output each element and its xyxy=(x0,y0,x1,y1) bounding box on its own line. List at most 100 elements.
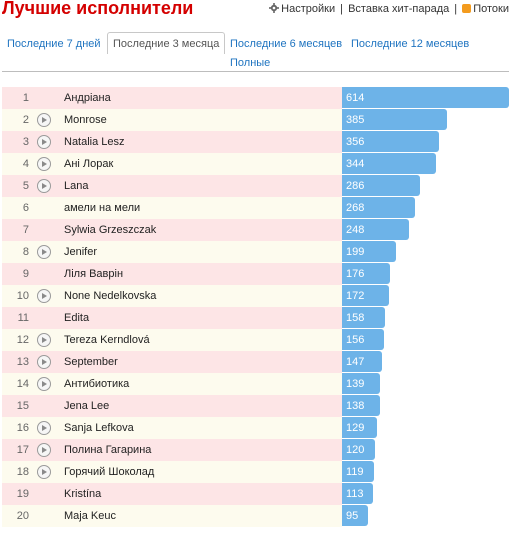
playcount-bar xyxy=(342,351,382,372)
artist-name-link[interactable]: Natalia Lesz xyxy=(58,131,342,153)
artist-name-link[interactable]: Ліля Ваврін xyxy=(58,263,342,285)
rank-number: 17 xyxy=(2,439,32,461)
bar-cell: 95 xyxy=(342,505,509,527)
play-icon[interactable] xyxy=(37,355,51,369)
bar-cell: 120 xyxy=(342,439,509,461)
rank-number: 5 xyxy=(2,175,32,197)
play-icon[interactable] xyxy=(37,135,51,149)
tab-last-7-days[interactable]: Последние 7 дней xyxy=(7,38,101,50)
play-icon[interactable] xyxy=(37,289,51,303)
bar-cell: 199 xyxy=(342,241,509,263)
embed-chart-link[interactable]: Вставка хит-парада xyxy=(348,3,450,15)
rank-number: 10 xyxy=(2,285,32,307)
play-icon[interactable] xyxy=(37,179,51,193)
playcount-bar xyxy=(342,505,368,526)
play-icon[interactable] xyxy=(37,245,51,259)
rank-number: 3 xyxy=(2,131,32,153)
chart-row: 14 Антибиотика 139 xyxy=(2,373,509,395)
artist-name-link[interactable]: Sanja Lefkova xyxy=(58,417,342,439)
play-icon[interactable] xyxy=(37,377,51,391)
bar-cell: 356 xyxy=(342,131,509,153)
play-icon[interactable] xyxy=(37,157,51,171)
bar-cell: 286 xyxy=(342,175,509,197)
bar-cell: 156 xyxy=(342,329,509,351)
playcount-label: 268 xyxy=(346,202,365,214)
playcount-label: 129 xyxy=(346,422,365,434)
artist-name-link[interactable]: Maja Keuc xyxy=(58,505,342,527)
chart-row: 19 Kristína 113 xyxy=(2,483,509,505)
artist-name-link[interactable]: None Nedelkovska xyxy=(58,285,342,307)
artist-name-link[interactable]: Антибиотика xyxy=(58,373,342,395)
artist-name-link[interactable]: Kristína xyxy=(58,483,342,505)
playcount-label: 156 xyxy=(346,334,365,346)
artist-name-link[interactable]: Полина Гагарина xyxy=(58,439,342,461)
artist-name-link[interactable]: Sylwia Grzeszczak xyxy=(58,219,342,241)
artist-name-link[interactable]: Jenifer xyxy=(58,241,342,263)
playcount-label: 385 xyxy=(346,114,365,126)
play-icon[interactable] xyxy=(37,113,51,127)
tabs-divider xyxy=(2,71,509,72)
playcount-label: 172 xyxy=(346,290,365,302)
tab-overall[interactable]: Полные xyxy=(230,57,271,69)
rank-number: 15 xyxy=(2,395,32,417)
playcount-bar xyxy=(342,131,439,152)
playcount-bar xyxy=(342,263,390,284)
rank-number: 19 xyxy=(2,483,32,505)
chart-row: 18 Горячий Шоколад 119 xyxy=(2,461,509,483)
artist-name-link[interactable]: Monrose xyxy=(58,109,342,131)
play-cell xyxy=(32,307,58,329)
artist-name-link[interactable]: Горячий Шоколад xyxy=(58,461,342,483)
artist-name-link[interactable]: Ані Лорак xyxy=(58,153,342,175)
chart-row: 20 Maja Keuc 95 xyxy=(2,505,509,527)
artist-name-link[interactable]: Андріана xyxy=(58,87,342,109)
rank-number: 18 xyxy=(2,461,32,483)
bar-cell: 129 xyxy=(342,417,509,439)
playcount-bar xyxy=(342,285,389,306)
playcount-label: 356 xyxy=(346,136,365,148)
rank-number: 2 xyxy=(2,109,32,131)
gear-icon xyxy=(269,3,280,13)
playcount-label: 344 xyxy=(346,158,365,170)
tab-last-12-months[interactable]: Последние 12 месяцев xyxy=(351,38,470,50)
playcount-label: 139 xyxy=(346,378,365,390)
tab-last-6-months[interactable]: Последние 6 месяцев xyxy=(230,38,343,50)
feeds-link[interactable]: Потоки xyxy=(473,3,509,15)
separator: | xyxy=(340,3,344,15)
playcount-bar xyxy=(342,417,377,438)
chart-row: 1 Андріана 614 xyxy=(2,87,509,109)
artist-name-link[interactable]: September xyxy=(58,351,342,373)
play-cell xyxy=(32,505,58,527)
chart-row: 10 None Nedelkovska 172 xyxy=(2,285,509,307)
artist-name-link[interactable]: Lana xyxy=(58,175,342,197)
rank-number: 9 xyxy=(2,263,32,285)
artist-name-link[interactable]: Edita xyxy=(58,307,342,329)
tab-last-3-months[interactable]: Последние 3 месяца xyxy=(107,32,226,54)
play-icon[interactable] xyxy=(37,465,51,479)
playcount-bar xyxy=(342,153,436,174)
playcount-label: 199 xyxy=(346,246,365,258)
artist-name-link[interactable]: Tereza Kerndlová xyxy=(58,329,342,351)
play-cell xyxy=(32,197,58,219)
playcount-bar xyxy=(342,219,409,240)
bar-cell: 158 xyxy=(342,307,509,329)
rank-number: 16 xyxy=(2,417,32,439)
artist-name-link[interactable]: амели на мели xyxy=(58,197,342,219)
chart-row: 12 Tereza Kerndlová 156 xyxy=(2,329,509,351)
playcount-label: 95 xyxy=(346,510,359,522)
rss-icon xyxy=(462,4,472,13)
rank-number: 14 xyxy=(2,373,32,395)
rank-number: 1 xyxy=(2,87,32,109)
page-title: Лучшие исполнители xyxy=(2,0,194,18)
chart-row: 5 Lana 286 xyxy=(2,175,509,197)
play-icon[interactable] xyxy=(37,333,51,347)
artist-name-link[interactable]: Jena Lee xyxy=(58,395,342,417)
rank-number: 4 xyxy=(2,153,32,175)
playcount-label: 147 xyxy=(346,356,365,368)
settings-link[interactable]: Настройки xyxy=(281,3,336,15)
play-icon[interactable] xyxy=(37,443,51,457)
play-icon[interactable] xyxy=(37,421,51,435)
playcount-bar xyxy=(342,87,509,108)
bar-cell: 147 xyxy=(342,351,509,373)
chart-row: 9 Ліля Ваврін 176 xyxy=(2,263,509,285)
playcount-bar xyxy=(342,109,447,130)
